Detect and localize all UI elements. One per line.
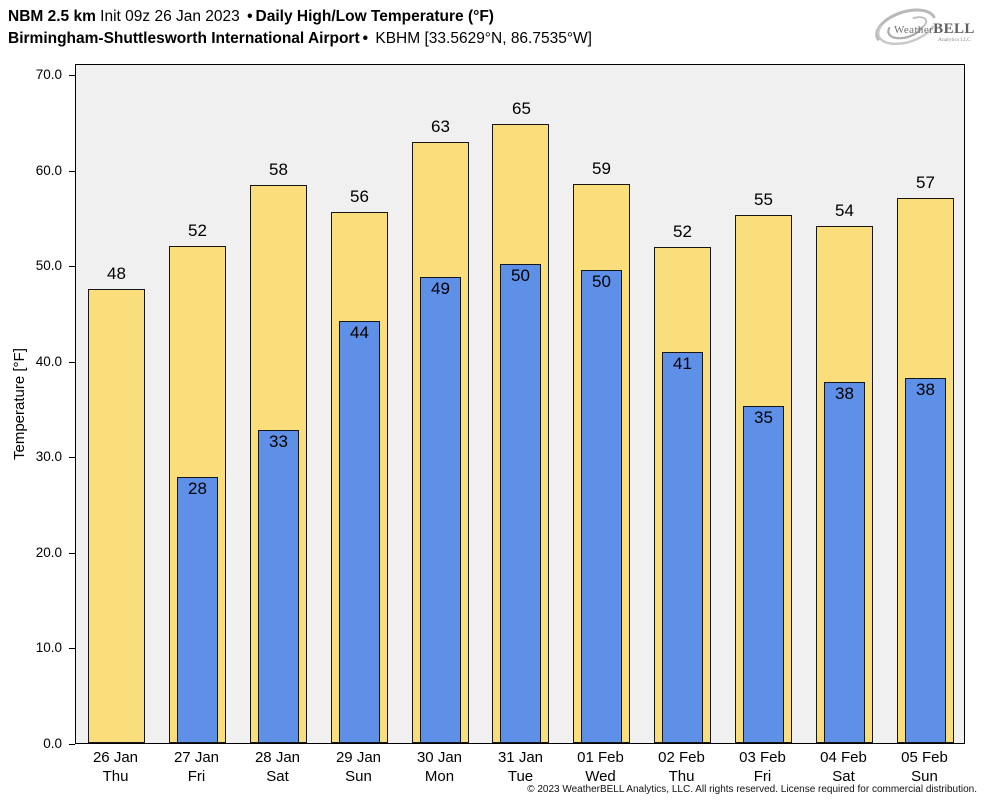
x-tick-date: 02 Feb: [658, 749, 705, 766]
y-tick-label: 0.0: [43, 736, 62, 751]
low-bar: 35: [743, 406, 784, 743]
y-tick-mark: [69, 648, 75, 650]
high-value-label: 57: [916, 173, 935, 192]
y-tick-label: 50.0: [35, 258, 62, 274]
low-bar: 28: [177, 477, 218, 743]
chart-header: NBM 2.5 km Init 09z 26 Jan 2023 • Daily H…: [8, 6, 592, 50]
bullet-separator: •: [362, 30, 369, 47]
x-tick-day: Fri: [187, 767, 206, 785]
y-tick-mark: [69, 170, 75, 172]
x-tick-date: 31 Jan: [497, 749, 544, 766]
low-bar: 41: [662, 352, 703, 743]
low-bar: 50: [581, 270, 622, 743]
x-tick-label: 29 Jan Sun: [318, 749, 399, 786]
low-value-label: 49: [431, 279, 450, 298]
low-value-label: 44: [350, 323, 369, 342]
low-bar: 38: [905, 378, 946, 743]
x-tick-date: 01 Feb: [577, 749, 624, 766]
x-tick-date: 26 Jan: [92, 749, 139, 766]
low-bar: 38: [824, 382, 865, 743]
x-tick-date: 28 Jan: [254, 749, 301, 766]
weatherbell-swirl-icon: [875, 8, 936, 45]
subtitle-line: Birmingham-Shuttlesworth International A…: [8, 28, 592, 50]
station-coordinates: KBHM [33.5629°N, 86.7535°W]: [371, 30, 592, 47]
y-tick-label: 60.0: [35, 162, 62, 178]
x-tick-day: Wed: [585, 767, 616, 785]
y-tick-label: 20.0: [35, 544, 62, 560]
x-tick-date: 04 Feb: [820, 749, 867, 766]
high-value-label: 63: [431, 117, 450, 136]
high-bar: [88, 289, 145, 743]
x-tick-label: 01 Feb Wed: [560, 749, 641, 786]
y-tick-mark: [69, 74, 75, 76]
high-value-label: 59: [592, 159, 611, 178]
low-value-label: 50: [592, 272, 611, 291]
x-tick-day: Sat: [266, 767, 289, 785]
high-value-label: 65: [512, 99, 531, 118]
high-value-label: 54: [835, 201, 854, 220]
product-title: Daily High/Low Temperature (°F): [255, 8, 494, 25]
model-name: NBM 2.5 km: [8, 8, 96, 25]
x-tick-label: 02 Feb Thu: [641, 749, 722, 786]
x-tick-label: 26 Jan Thu: [75, 749, 156, 786]
y-tick-mark: [69, 361, 75, 363]
low-bar: 49: [420, 277, 461, 743]
high-value-label: 58: [269, 160, 288, 179]
bullet-separator: •: [247, 8, 253, 25]
high-value-label: 55: [754, 190, 773, 209]
x-tick-date: 27 Jan: [173, 749, 220, 766]
y-tick-label: 30.0: [35, 449, 62, 465]
high-value-label: 56: [350, 187, 369, 206]
low-bar: 33: [258, 430, 299, 743]
x-tick-label: 27 Jan Fri: [156, 749, 237, 786]
weatherbell-logo: WeatherBELL Analytics LLC: [875, 8, 975, 45]
x-tick-day: Fri: [753, 767, 772, 785]
y-axis-ticks: 0.0 10.0 20.0 30.0 40.0 50.0 60.0 70.0: [0, 64, 75, 751]
y-tick-mark: [69, 457, 75, 459]
init-time: Init 09z 26 Jan 2023: [95, 8, 245, 25]
x-tick-label: 04 Feb Sat: [803, 749, 884, 786]
low-value-label: 38: [916, 380, 935, 399]
x-tick-day: Sun: [345, 767, 372, 785]
x-tick-day: Tue: [507, 767, 534, 785]
low-value-label: 33: [269, 432, 288, 451]
y-tick-mark: [69, 266, 75, 268]
x-tick-day: Mon: [424, 767, 455, 785]
x-tick-day: Thu: [668, 767, 695, 785]
x-tick-label: 03 Feb Fri: [722, 749, 803, 786]
x-tick-label: 30 Jan Mon: [399, 749, 480, 786]
x-tick-day: Sat: [832, 767, 855, 785]
logo-subtext: Analytics LLC: [938, 37, 971, 43]
x-tick-date: 03 Feb: [739, 749, 786, 766]
y-tick-label: 10.0: [35, 640, 62, 656]
x-tick-day: Thu: [102, 767, 129, 785]
y-tick-mark: [69, 552, 75, 554]
high-value-label: 52: [673, 222, 692, 241]
x-tick-day: Sun: [911, 767, 938, 785]
x-tick-label: 31 Jan Tue: [480, 749, 561, 786]
x-tick-date: 29 Jan: [335, 749, 382, 766]
location-name: Birmingham-Shuttlesworth International A…: [8, 30, 360, 47]
x-tick-date: 05 Feb: [901, 749, 948, 766]
low-value-label: 41: [673, 354, 692, 373]
high-value-label: 52: [188, 221, 207, 240]
y-tick-mark: [69, 744, 75, 745]
logo-text: WeatherBELL: [894, 21, 975, 37]
x-tick-date: 30 Jan: [416, 749, 463, 766]
low-bar: 44: [339, 321, 380, 743]
y-tick-label: 40.0: [35, 353, 62, 369]
low-value-label: 35: [754, 408, 773, 427]
high-value-label: 48: [107, 264, 126, 283]
plot-area: 48 52 28 58 33 56 44 63 49 65 50 59 50 52 41 55 35 54 38 57…: [75, 64, 965, 744]
y-tick-label: 70.0: [35, 66, 62, 82]
low-value-label: 38: [835, 384, 854, 403]
low-bar: 50: [500, 264, 541, 743]
low-value-label: 50: [511, 266, 530, 285]
x-tick-label: 05 Feb Sun: [884, 749, 965, 786]
copyright-notice: © 2023 WeatherBELL Analytics, LLC. All r…: [527, 784, 977, 795]
x-tick-label: 28 Jan Sat: [237, 749, 318, 786]
title-line: NBM 2.5 km Init 09z 26 Jan 2023 • Daily H…: [8, 6, 592, 28]
low-value-label: 28: [188, 479, 207, 498]
